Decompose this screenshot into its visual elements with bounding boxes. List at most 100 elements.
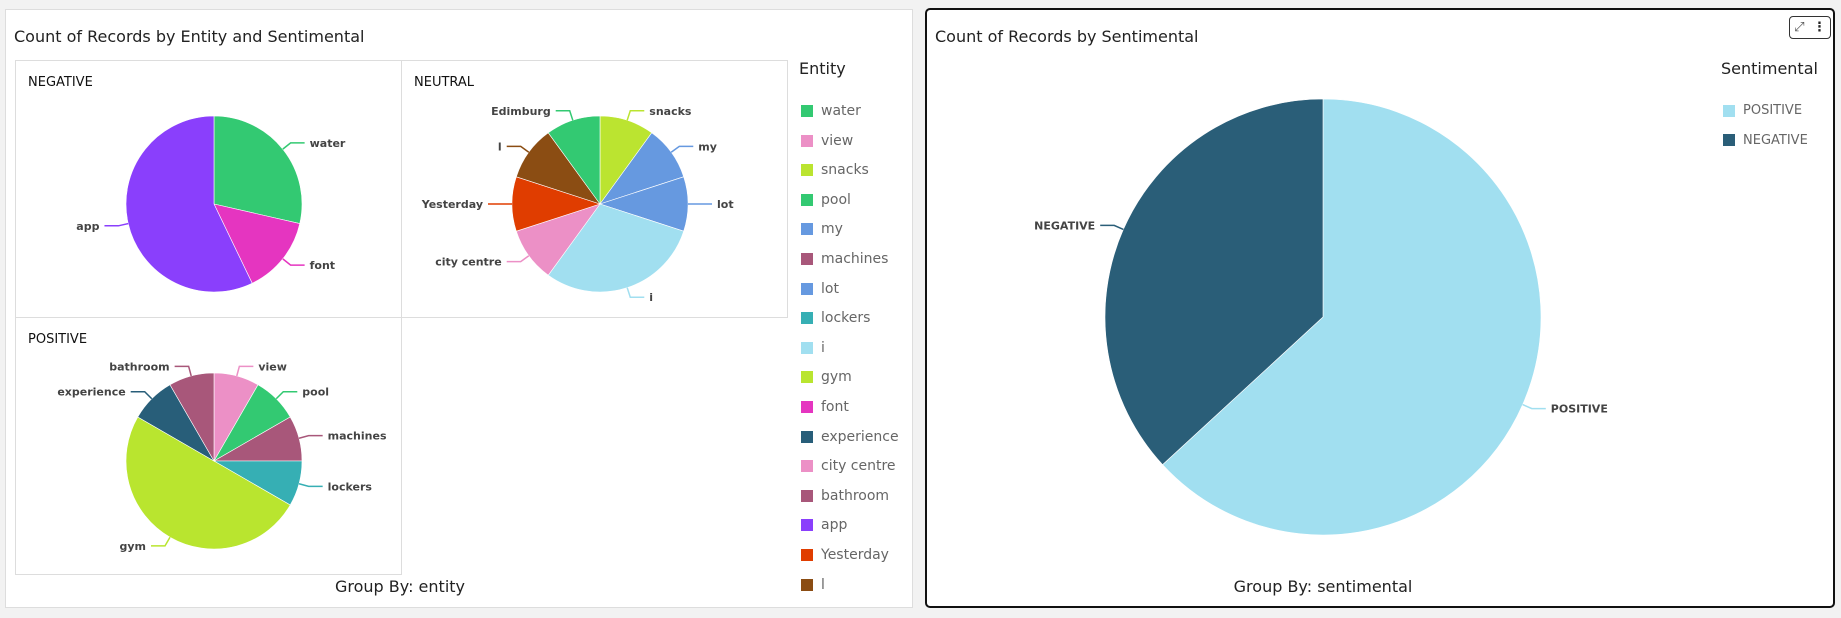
slice-label-bathroom: bathroom xyxy=(109,360,169,373)
pie-slice-positive[interactable] xyxy=(1162,98,1542,536)
legend-item-yesterday[interactable]: Yesterday xyxy=(801,547,889,563)
pie-slice-edimburg[interactable] xyxy=(547,115,601,205)
legend-swatch xyxy=(801,193,813,206)
legend-label: app xyxy=(821,517,848,534)
slice-label-yesterday: Yesterday xyxy=(421,198,483,211)
leader-line-edimburg xyxy=(555,110,574,121)
leader-line-view xyxy=(236,365,254,377)
slice-label-lot: lot xyxy=(717,198,734,211)
legend-item-gym[interactable]: gym xyxy=(801,369,852,385)
legend-label: gym xyxy=(821,369,852,386)
legend-label: NEGATIVE xyxy=(1743,132,1808,148)
leader-line-pool xyxy=(275,390,298,400)
expand-icon[interactable]: ⤢ xyxy=(1794,20,1805,35)
slice-label-experience: experience xyxy=(57,386,125,399)
leader-line-positive xyxy=(1522,403,1546,410)
slice-label-positive: POSITIVE xyxy=(1551,403,1608,416)
chart-title: Count of Records by Entity and Sentiment… xyxy=(14,27,365,46)
pie-slice-i[interactable] xyxy=(547,203,685,293)
slice-label-view: view xyxy=(258,360,287,373)
leader-line-font xyxy=(282,258,305,266)
pie-slice-font[interactable] xyxy=(213,203,301,284)
legend-label: view xyxy=(821,132,854,149)
leader-line-city-centre xyxy=(506,255,530,263)
legend-label: POSITIVE xyxy=(1743,103,1803,118)
leader-line-my xyxy=(670,145,694,153)
legend-item-l[interactable]: l xyxy=(801,577,825,593)
slice-label-app: app xyxy=(76,220,99,233)
legend-item-app[interactable]: app xyxy=(801,517,847,533)
sentiment-chart-panel: Count of Records by Sentimental ⤢ ⋮ POSI… xyxy=(925,8,1835,608)
legend-label: lockers xyxy=(821,310,871,327)
slice-label-i: i xyxy=(649,291,653,304)
slice-label-machines: machines xyxy=(328,430,387,443)
pie-slice-gym[interactable] xyxy=(125,416,291,550)
pie-sentimental: POSITIVE NEGATIVE xyxy=(1034,98,1608,536)
slice-label-l: l xyxy=(498,140,502,153)
leader-line-negative xyxy=(1100,224,1124,231)
legend-label: city centre xyxy=(821,458,896,475)
pie-slice-water[interactable] xyxy=(213,115,303,224)
legend-item-my[interactable]: my xyxy=(801,221,843,237)
legend-swatch xyxy=(801,401,813,413)
legend-item-font[interactable]: font xyxy=(801,399,849,415)
leader-line-app xyxy=(104,222,129,227)
legend-item-i[interactable]: i xyxy=(801,340,825,356)
group-by-label: Group By: sentimental xyxy=(1233,577,1413,596)
legend-label: lot xyxy=(821,280,839,297)
legend-label: snacks xyxy=(821,162,869,179)
leader-line-machines xyxy=(298,434,323,439)
facet-label: POSITIVE xyxy=(28,332,88,347)
legend-label: my xyxy=(821,221,843,238)
legend-swatch xyxy=(801,134,813,147)
legend-item-city-centre[interactable]: city centre xyxy=(801,458,896,474)
legend-title: Sentimental xyxy=(1721,59,1818,78)
legend-item-machines[interactable]: machines xyxy=(801,251,888,267)
legend-label: experience xyxy=(821,428,899,445)
legend-title: Entity xyxy=(799,59,846,78)
slice-label-my: my xyxy=(698,140,717,153)
slice-label-water: water xyxy=(310,137,346,150)
legend-item-lockers[interactable]: lockers xyxy=(801,310,870,326)
pie-negative: water font app xyxy=(76,115,346,293)
facet-negative: NEGATIVE water font app xyxy=(15,60,402,318)
legend-swatch xyxy=(801,489,813,502)
legend-swatch xyxy=(801,105,813,117)
leader-line-snacks xyxy=(626,110,645,121)
slice-label-font: font xyxy=(310,259,335,272)
legend-item-experience[interactable]: experience xyxy=(801,429,899,445)
legend-label: pool xyxy=(821,191,851,208)
more-menu-icon[interactable]: ⋮ xyxy=(1812,20,1826,35)
leader-line-bathroom xyxy=(174,365,192,377)
legend-item-pool[interactable]: pool xyxy=(801,192,851,208)
legend-label: i xyxy=(821,339,825,356)
legend-label: l xyxy=(821,576,825,593)
legend-item-lot[interactable]: lot xyxy=(801,281,839,297)
slice-label-pool: pool xyxy=(302,386,329,399)
pie-slice-bathroom[interactable] xyxy=(169,372,215,463)
leader-line-gym xyxy=(151,536,171,547)
legend-label: bathroom xyxy=(821,487,890,504)
legend-item-water[interactable]: water xyxy=(801,103,861,119)
facet-positive: POSITIVE view pool machines lockers gym exper… xyxy=(15,317,402,575)
slice-label-edimburg: Edimburg xyxy=(491,105,551,118)
legend-item-snacks[interactable]: snacks xyxy=(801,162,869,178)
pie-slice-negative[interactable] xyxy=(1104,98,1324,466)
legend-swatch xyxy=(801,341,813,354)
legend-label: water xyxy=(821,103,861,119)
legend-swatch xyxy=(801,578,813,591)
legend-item-bathroom[interactable]: bathroom xyxy=(801,488,889,504)
facet-label: NEGATIVE xyxy=(28,75,93,90)
legend-swatch xyxy=(801,519,813,532)
legend-swatch xyxy=(801,223,813,236)
legend-item-positive[interactable]: POSITIVE xyxy=(1723,103,1802,118)
legend-item-view[interactable]: view xyxy=(801,133,853,149)
slice-label-city-centre: city centre xyxy=(435,256,502,269)
slice-label-lockers: lockers xyxy=(328,480,373,493)
leader-line-i xyxy=(626,287,645,298)
pie-slice-app[interactable] xyxy=(125,115,253,293)
legend-label: machines xyxy=(821,251,889,267)
legend-item-negative[interactable]: NEGATIVE xyxy=(1723,133,1808,148)
legend-swatch xyxy=(1723,134,1735,147)
group-by-label: Group By: entity xyxy=(335,577,465,596)
